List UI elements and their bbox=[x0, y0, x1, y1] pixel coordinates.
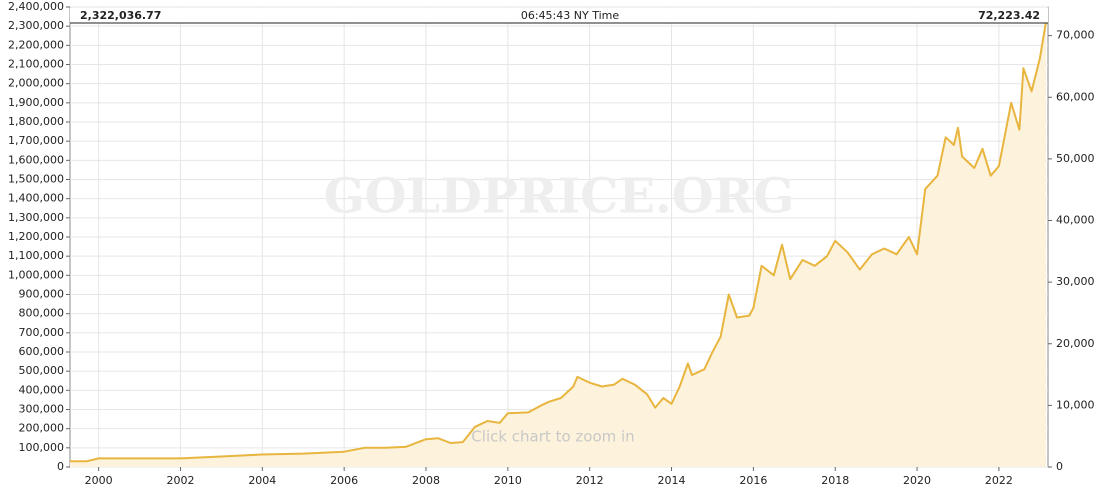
y2-tick-label: 20,000 bbox=[1056, 337, 1095, 350]
header-center: 06:45:43 NY Time bbox=[521, 9, 619, 22]
y2-tick-label: 40,000 bbox=[1056, 214, 1095, 227]
y-tick-label: 100,000 bbox=[19, 441, 65, 454]
x-tick-label: 2002 bbox=[166, 474, 194, 487]
y-tick-label: 1,300,000 bbox=[8, 211, 64, 224]
y-tick-label: 1,200,000 bbox=[8, 230, 64, 243]
x-tick-label: 2022 bbox=[985, 474, 1013, 487]
y-tick-label: 800,000 bbox=[19, 307, 65, 320]
y-tick-label: 2,100,000 bbox=[8, 58, 64, 71]
y-tick-label: 2,400,000 bbox=[8, 0, 64, 13]
y-tick-label: 1,400,000 bbox=[8, 192, 64, 205]
watermark: GOLDPRICE.ORG bbox=[324, 169, 795, 225]
price-line bbox=[70, 21, 1047, 463]
x-tick-label: 2016 bbox=[739, 474, 767, 487]
y2-tick-label: 0 bbox=[1056, 460, 1063, 473]
y-tick-label: 2,200,000 bbox=[8, 38, 64, 51]
y-tick-label: 0 bbox=[57, 460, 64, 473]
y-tick-label: 1,100,000 bbox=[8, 249, 64, 262]
zoom-hint: Click chart to zoom in bbox=[471, 428, 634, 446]
y2-tick-label: 60,000 bbox=[1056, 90, 1095, 103]
y-tick-label: 1,000,000 bbox=[8, 268, 64, 281]
x-tick-label: 2004 bbox=[248, 474, 276, 487]
area-fill bbox=[70, 21, 1046, 468]
y2-tick-label: 50,000 bbox=[1056, 152, 1095, 165]
y-tick-label: 200,000 bbox=[19, 422, 65, 435]
y2-tick-label: 70,000 bbox=[1056, 29, 1095, 42]
x-tick-label: 2008 bbox=[412, 474, 440, 487]
x-tick-label: 2006 bbox=[330, 474, 358, 487]
y2-tick-label: 10,000 bbox=[1056, 398, 1095, 411]
x-tick-label: 2014 bbox=[658, 474, 686, 487]
header-right: 72,223.42 bbox=[978, 9, 1040, 22]
y-tick-label: 900,000 bbox=[19, 288, 65, 301]
y-tick-label: 2,000,000 bbox=[8, 77, 64, 90]
y-tick-label: 2,300,000 bbox=[8, 19, 64, 32]
y-tick-label: 1,900,000 bbox=[8, 96, 64, 109]
x-tick-label: 2000 bbox=[85, 474, 113, 487]
y-tick-label: 1,800,000 bbox=[8, 115, 64, 128]
y-tick-label: 600,000 bbox=[19, 345, 65, 358]
header-bar bbox=[70, 8, 1048, 23]
x-tick-label: 2010 bbox=[494, 474, 522, 487]
header-left: 2,322,036.77 bbox=[80, 9, 161, 22]
x-tick-label: 2018 bbox=[821, 474, 849, 487]
y-tick-label: 1,600,000 bbox=[8, 153, 64, 166]
y-tick-label: 1,700,000 bbox=[8, 134, 64, 147]
y2-tick-label: 30,000 bbox=[1056, 275, 1095, 288]
y-tick-label: 700,000 bbox=[19, 326, 65, 339]
y-tick-label: 300,000 bbox=[19, 403, 65, 416]
y-tick-label: 1,500,000 bbox=[8, 173, 64, 186]
marks bbox=[70, 21, 1047, 468]
y-tick-label: 400,000 bbox=[19, 383, 65, 396]
y-tick-label: 500,000 bbox=[19, 364, 65, 377]
x-tick-label: 2020 bbox=[903, 474, 931, 487]
x-tick-label: 2012 bbox=[576, 474, 604, 487]
